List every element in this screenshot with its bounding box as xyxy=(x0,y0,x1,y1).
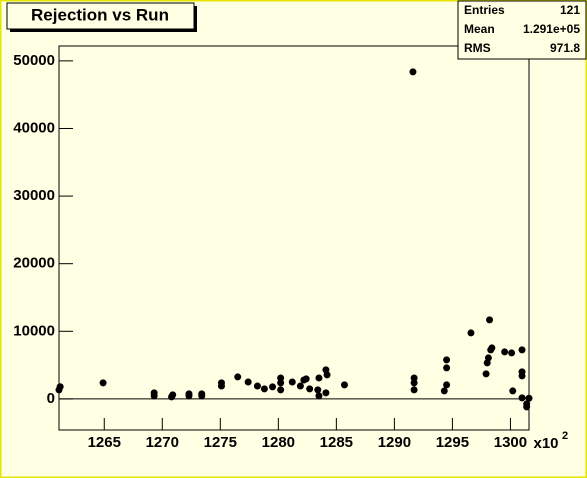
point xyxy=(185,392,193,400)
stats-label: RMS xyxy=(464,41,491,55)
x-tick-label: 1280 xyxy=(262,434,295,451)
stats-label: Mean xyxy=(464,22,495,36)
point xyxy=(315,374,323,382)
point xyxy=(518,372,526,380)
point xyxy=(150,392,158,400)
point xyxy=(443,364,451,372)
point xyxy=(288,378,296,386)
x-tick-label: 1285 xyxy=(320,434,353,451)
x-multiplier: x10 xyxy=(533,435,558,452)
point xyxy=(56,383,64,391)
y-tick-label: 20000 xyxy=(13,255,55,272)
chart-title: Rejection vs Run xyxy=(31,5,169,24)
x-multiplier-exp: 2 xyxy=(562,430,568,442)
point xyxy=(217,382,225,390)
x-tick-label: 1270 xyxy=(146,434,179,451)
point xyxy=(523,403,531,411)
stats-value: 121 xyxy=(560,3,580,17)
point xyxy=(409,68,417,76)
point xyxy=(277,374,285,382)
point xyxy=(314,386,322,394)
point xyxy=(443,356,451,364)
point xyxy=(198,392,206,400)
x-tick-label: 1295 xyxy=(436,434,469,451)
point xyxy=(169,391,177,399)
stats-value: 971.8 xyxy=(550,41,580,55)
point xyxy=(488,344,496,352)
point xyxy=(277,386,285,394)
point xyxy=(99,379,107,387)
stats-value: 1.291e+05 xyxy=(523,22,580,36)
point xyxy=(306,385,314,393)
point xyxy=(525,394,533,402)
x-tick-label: 1290 xyxy=(378,434,411,451)
point xyxy=(467,329,475,337)
point xyxy=(302,375,310,383)
point xyxy=(443,381,451,389)
point xyxy=(323,371,331,379)
stats-label: Entries xyxy=(464,3,505,17)
x-tick-label: 1300 xyxy=(494,434,527,451)
stats-box xyxy=(457,0,587,60)
point xyxy=(315,392,323,400)
point xyxy=(410,379,418,387)
point xyxy=(486,316,494,324)
point xyxy=(518,394,526,402)
y-tick-label: 30000 xyxy=(13,187,55,204)
y-tick-label: 10000 xyxy=(13,322,55,339)
point xyxy=(277,379,285,387)
y-tick-label: 50000 xyxy=(13,52,55,69)
point xyxy=(410,374,418,382)
point xyxy=(340,381,348,389)
point xyxy=(296,382,304,390)
point xyxy=(410,386,418,394)
point xyxy=(509,387,517,395)
point xyxy=(482,370,490,378)
y-tick-label: 40000 xyxy=(13,119,55,136)
point xyxy=(253,382,261,390)
point xyxy=(440,387,448,395)
point xyxy=(234,373,242,381)
y-tick-label: 0 xyxy=(47,390,55,407)
point xyxy=(260,385,268,393)
point xyxy=(518,346,526,354)
point xyxy=(322,389,330,397)
frame xyxy=(58,45,530,431)
title-box xyxy=(6,2,195,30)
point xyxy=(484,354,492,362)
point xyxy=(244,378,252,386)
point xyxy=(501,348,509,356)
x-tick-label: 1265 xyxy=(88,434,121,451)
point xyxy=(269,383,277,391)
point xyxy=(508,349,516,357)
x-tick-label: 1275 xyxy=(204,434,237,451)
